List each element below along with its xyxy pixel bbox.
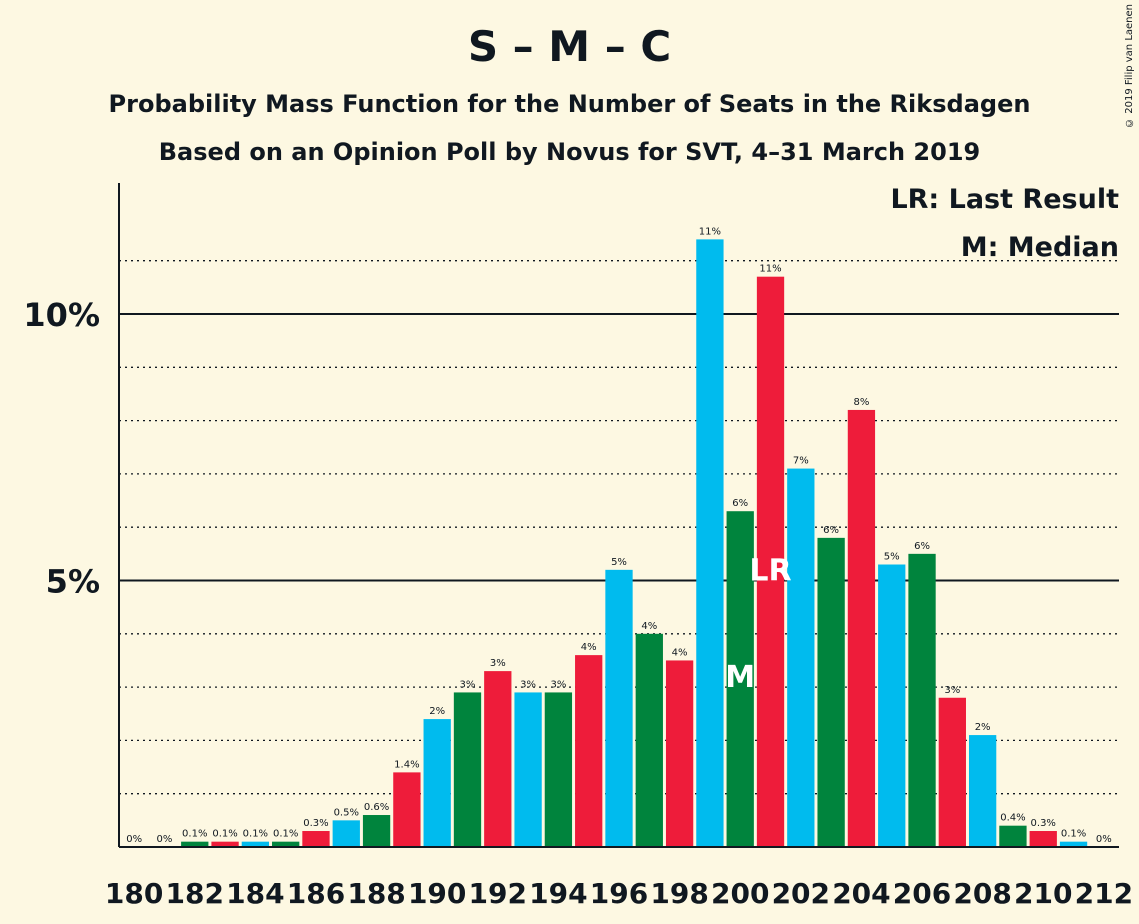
data-label-201: 11% <box>759 264 781 275</box>
data-label-188: 0.6% <box>364 802 389 813</box>
bar-203 <box>817 537 845 847</box>
bar-206 <box>908 553 936 847</box>
x-tick-label-188: 188 <box>347 877 405 910</box>
y-tick-label: 5% <box>46 563 100 601</box>
data-label-192: 3% <box>490 658 506 669</box>
data-label-182: 0.1% <box>182 829 207 840</box>
bar-207 <box>938 697 966 847</box>
data-label-212: 0% <box>1096 834 1112 845</box>
bar-196 <box>605 569 633 847</box>
bar-197 <box>635 633 663 847</box>
x-tick-label-202: 202 <box>772 877 830 910</box>
data-label-187: 0.5% <box>334 807 359 818</box>
x-tick-label-180: 180 <box>105 877 163 910</box>
data-label-180: 0% <box>126 834 142 845</box>
bar-193 <box>514 692 542 847</box>
bar-202 <box>787 468 815 847</box>
bar-208 <box>968 735 997 847</box>
chart-title: S – M – C <box>467 22 672 71</box>
bar-191 <box>453 692 482 847</box>
data-label-193: 3% <box>520 679 536 690</box>
data-label-197: 4% <box>641 621 657 632</box>
bar-209 <box>999 825 1027 847</box>
bar-190 <box>423 719 451 847</box>
bar-184 <box>241 841 270 847</box>
bar-210 <box>1029 831 1057 847</box>
data-label-210: 0.3% <box>1031 818 1056 829</box>
bar-195 <box>575 655 603 847</box>
data-label-184: 0.1% <box>243 829 268 840</box>
bar-198 <box>665 660 694 847</box>
data-label-211: 0.1% <box>1061 829 1086 840</box>
bar-204 <box>847 409 876 847</box>
x-tick-label-186: 186 <box>287 877 345 910</box>
data-label-195: 4% <box>581 642 597 653</box>
data-label-196: 5% <box>611 557 627 568</box>
x-tick-label-182: 182 <box>166 877 224 910</box>
y-tick-label: 10% <box>23 296 100 334</box>
bar-183 <box>211 841 239 847</box>
x-tick-label-184: 184 <box>226 877 284 910</box>
bar-186 <box>302 831 330 847</box>
data-label-185: 0.1% <box>273 829 298 840</box>
data-label-183: 0.1% <box>212 829 237 840</box>
chart-subtitle-1: Probability Mass Function for the Number… <box>108 90 1031 118</box>
data-label-199: 11% <box>699 226 721 237</box>
data-label-207: 3% <box>944 685 960 696</box>
chart-subtitle-2: Based on an Opinion Poll by Novus for SV… <box>158 138 981 166</box>
data-label-206: 6% <box>914 541 930 552</box>
data-label-189: 1.4% <box>394 759 419 770</box>
bar-211 <box>1059 841 1088 847</box>
data-label-190: 2% <box>429 706 445 717</box>
x-tick-label-190: 190 <box>408 877 466 910</box>
last-result-marker: LR <box>749 554 791 589</box>
bar-187 <box>332 820 360 847</box>
bar-200 <box>726 511 754 847</box>
data-label-205: 5% <box>884 552 900 563</box>
data-label-202: 7% <box>793 456 809 467</box>
legend-median: M: Median <box>960 232 1119 263</box>
bar-189 <box>393 772 421 847</box>
x-tick-label-200: 200 <box>711 877 769 910</box>
bar-194 <box>544 692 573 847</box>
data-label-209: 0.4% <box>1000 813 1025 824</box>
bar-185 <box>272 841 300 847</box>
x-tick-label-212: 212 <box>1075 877 1133 910</box>
x-tick-label-196: 196 <box>590 877 648 910</box>
x-tick-label-198: 198 <box>650 877 708 910</box>
bar-182 <box>181 841 209 847</box>
x-tick-label-206: 206 <box>893 877 951 910</box>
bar-201 <box>756 276 785 847</box>
x-tick-label-204: 204 <box>832 877 890 910</box>
data-label-186: 0.3% <box>303 818 328 829</box>
data-label-198: 4% <box>672 647 688 658</box>
data-label-208: 2% <box>975 722 991 733</box>
bar-192 <box>484 671 512 847</box>
x-tick-label-194: 194 <box>529 877 587 910</box>
data-label-181: 0% <box>157 834 173 845</box>
median-marker: M <box>725 660 755 695</box>
x-tick-label-210: 210 <box>1014 877 1072 910</box>
bar-188 <box>362 815 391 847</box>
data-label-200: 6% <box>732 498 748 509</box>
bar-199 <box>696 239 724 847</box>
bar-205 <box>878 564 906 847</box>
data-label-191: 3% <box>460 679 476 690</box>
x-tick-label-192: 192 <box>469 877 527 910</box>
data-label-204: 8% <box>853 397 869 408</box>
legend-last-result: LR: Last Result <box>890 184 1119 215</box>
data-label-203: 6% <box>823 525 839 536</box>
x-tick-label-208: 208 <box>953 877 1011 910</box>
data-label-194: 3% <box>550 679 566 690</box>
